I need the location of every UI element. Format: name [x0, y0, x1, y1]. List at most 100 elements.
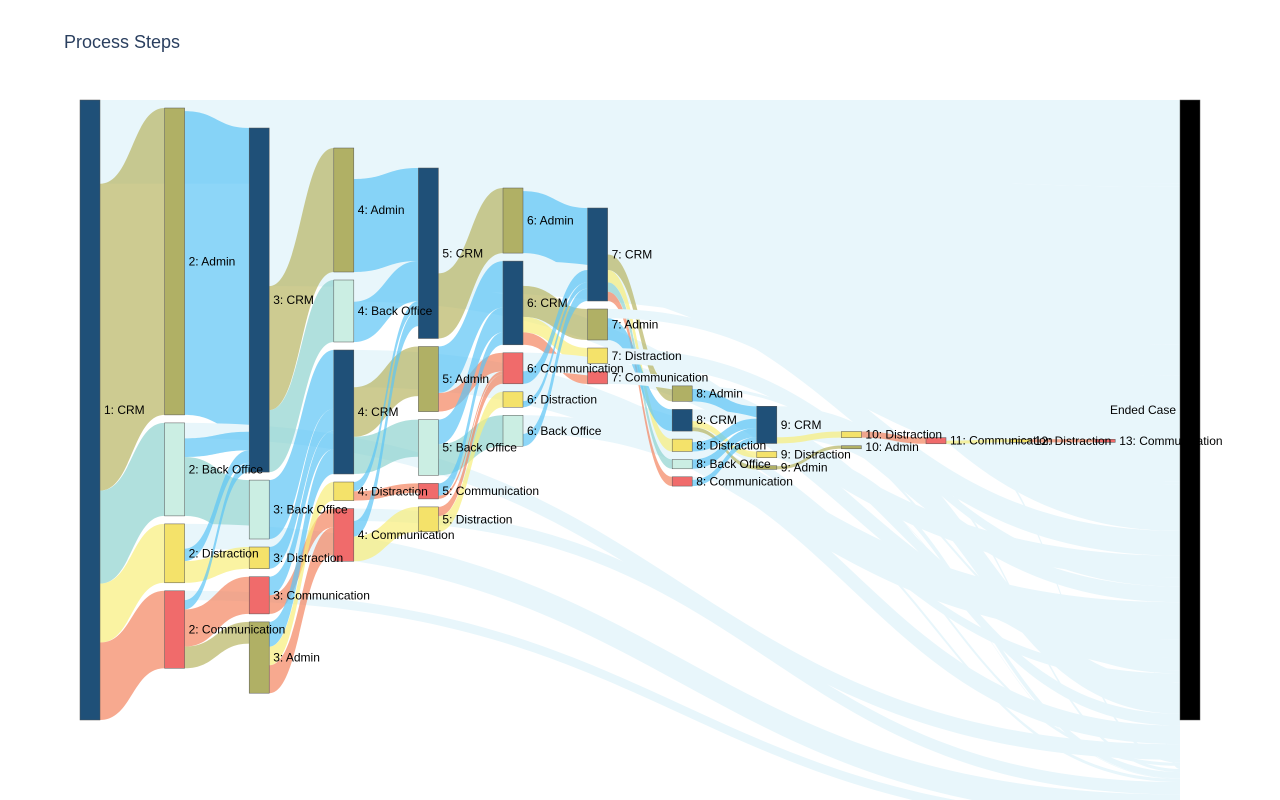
sankey-link — [100, 108, 165, 491]
sankey-node[interactable] — [1010, 439, 1031, 443]
sankey-node[interactable] — [418, 419, 439, 476]
sankey-node[interactable] — [333, 279, 355, 343]
sankey-link — [776, 445, 842, 470]
sankey-node[interactable] — [671, 409, 693, 432]
sankey-link — [438, 391, 503, 532]
sankey-link — [353, 506, 419, 562]
sankey-node[interactable] — [671, 385, 693, 402]
sankey-node-label: 3: Back Office — [273, 503, 348, 517]
sankey-node-label: 8: Back Office — [696, 457, 771, 471]
sankey-link — [269, 350, 334, 539]
sankey-node[interactable] — [418, 506, 439, 532]
sankey-node[interactable] — [164, 590, 185, 669]
sankey-node[interactable] — [587, 308, 608, 341]
sankey-node-label: 4: CRM — [358, 405, 399, 419]
sankey-node[interactable] — [1179, 99, 1201, 721]
sankey-node[interactable] — [333, 508, 355, 562]
sankey-link — [269, 148, 334, 411]
sankey-node-label: 3: CRM — [273, 293, 314, 307]
sankey-node[interactable] — [671, 459, 693, 470]
sankey-node-label: 8: Admin — [696, 387, 743, 401]
sankey-link — [184, 590, 957, 800]
sankey-node-label: 2: Admin — [189, 254, 236, 268]
sankey-link — [100, 590, 165, 720]
sankey-node[interactable] — [248, 576, 270, 615]
sankey-link — [692, 437, 757, 487]
sankey-node[interactable] — [841, 445, 862, 450]
sankey-node-label: 6: CRM — [527, 296, 568, 310]
sankey-link — [269, 430, 334, 596]
sankey-node[interactable] — [925, 437, 947, 445]
sankey-node-label: 7: Admin — [612, 318, 659, 332]
sankey-link — [692, 409, 1180, 726]
sankey-link — [353, 310, 419, 537]
sankey-node[interactable] — [333, 349, 355, 475]
sankey-node-label: 8: Distraction — [696, 438, 766, 452]
sankey-link — [523, 282, 588, 408]
sankey-node[interactable] — [587, 371, 608, 385]
sankey-node[interactable] — [333, 481, 355, 501]
page-title: Process Steps — [64, 32, 181, 52]
sankey-link — [692, 439, 1180, 766]
sankey-node-label: 9: Admin — [781, 461, 828, 475]
sankey-node[interactable] — [671, 438, 693, 452]
sankey-node-label: 5: CRM — [442, 246, 483, 260]
sankey-node[interactable] — [248, 621, 270, 694]
sankey-node-label: 10: Admin — [865, 440, 918, 454]
sankey-link — [184, 431, 250, 457]
sankey-node[interactable] — [248, 127, 270, 473]
sankey-link — [269, 408, 334, 569]
sankey-node[interactable] — [671, 476, 693, 487]
sankey-link — [184, 111, 250, 432]
sankey-link — [861, 445, 1180, 773]
sankey-node[interactable] — [502, 391, 524, 408]
sankey-link — [438, 188, 503, 339]
sankey-link — [184, 523, 1180, 800]
sankey-link — [353, 350, 1180, 640]
sankey-node[interactable] — [502, 352, 524, 385]
sankey-node[interactable] — [502, 260, 524, 346]
sankey-node[interactable] — [333, 147, 355, 273]
sankey-node-label: 7: CRM — [612, 248, 653, 262]
sankey-link — [523, 285, 588, 340]
sankey-link — [269, 508, 334, 614]
sankey-node[interactable] — [756, 465, 778, 470]
sankey-node[interactable] — [756, 451, 778, 458]
sankey-node[interactable] — [418, 483, 439, 500]
sankey-node[interactable] — [418, 167, 439, 339]
sankey-node-label: 4: Back Office — [358, 304, 433, 318]
sankey-link — [184, 450, 250, 562]
sankey-node[interactable] — [164, 422, 185, 517]
sankey-node[interactable] — [248, 546, 270, 569]
sankey-node[interactable] — [418, 346, 439, 412]
sankey-node[interactable] — [587, 347, 608, 364]
sankey-link — [692, 427, 757, 469]
sankey-link — [607, 208, 1180, 531]
nodes-layer — [79, 99, 1201, 721]
sankey-link — [607, 291, 673, 487]
sankey-node-label: 5: Distraction — [442, 512, 512, 526]
sankey-link — [438, 374, 503, 517]
sankey-node-label: 2: Back Office — [189, 462, 264, 476]
sankey-node[interactable] — [164, 107, 185, 416]
sankey-link — [184, 422, 1181, 760]
sankey-link — [269, 527, 334, 694]
sankey-node[interactable] — [164, 523, 185, 584]
sankey-link — [946, 437, 1180, 763]
sankey-node-label: 5: Back Office — [442, 441, 517, 455]
sankey-link — [184, 462, 250, 610]
sankey-node[interactable] — [502, 187, 524, 254]
sankey-node[interactable] — [1094, 439, 1116, 443]
sankey-node-label: 10: Distraction — [865, 428, 942, 442]
sankey-node[interactable] — [502, 415, 524, 447]
sankey-node[interactable] — [841, 431, 862, 438]
sankey-link — [523, 270, 588, 384]
sankey-node[interactable] — [79, 99, 101, 721]
sankey-node-label: 6: Back Office — [527, 424, 602, 438]
sankey-node-label: 2: Communication — [189, 623, 286, 637]
sankey-node[interactable] — [756, 406, 778, 444]
sankey-node[interactable] — [248, 479, 270, 540]
sankey-node[interactable] — [587, 207, 608, 302]
sankey-node-label: Ended Case — [1110, 403, 1176, 417]
sankey-node-label: 4: Admin — [358, 203, 405, 217]
